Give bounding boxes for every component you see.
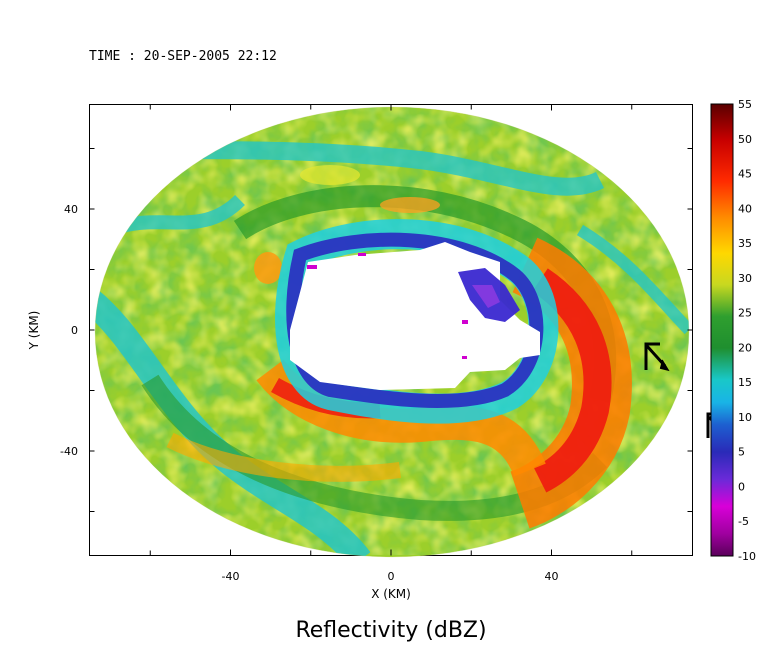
colorbar: [710, 103, 734, 557]
reflectivity-field: [95, 107, 689, 557]
wind-barb-icon: [644, 342, 670, 372]
chart-title: Reflectivity (dBZ): [295, 618, 486, 643]
y-axis-title: Y (KM): [27, 311, 41, 351]
colorbar-tick-label: 45: [738, 168, 752, 181]
colorbar-tick-label: 50: [738, 133, 752, 146]
colorbar-tick-label: 35: [738, 237, 752, 250]
tick-labels: -40 0 40 40 0 -40: [60, 203, 558, 583]
colorbar-tick-label: 30: [738, 272, 752, 285]
x-tick-label: -40: [222, 570, 240, 583]
y-tick-label: 0: [71, 324, 78, 337]
x-tick-label: 40: [545, 570, 559, 583]
colorbar-tick-label: -10: [738, 550, 756, 563]
y-tick-label: 40: [64, 203, 78, 216]
colorbar-tick-label: 40: [738, 202, 752, 215]
colorbar-tick-label: 15: [738, 376, 752, 389]
x-tick-label: 0: [388, 570, 395, 583]
colorbar-tick-label: -5: [738, 515, 749, 528]
colorbar-tick-label: 25: [738, 307, 752, 320]
y-tick-label: -40: [60, 445, 78, 458]
time-label: TIME : 20-SEP-2005 22:12: [89, 49, 277, 64]
x-axis-title: X (KM): [371, 587, 411, 601]
colorbar-tick-label: 20: [738, 341, 752, 354]
colorbar-tick-label: 0: [738, 480, 745, 493]
colorbar-tick-label: 10: [738, 411, 752, 424]
axis-ticks: [89, 104, 693, 556]
colorbar-tick-label: 55: [738, 98, 752, 111]
colorbar-tick-label: 5: [738, 446, 745, 459]
